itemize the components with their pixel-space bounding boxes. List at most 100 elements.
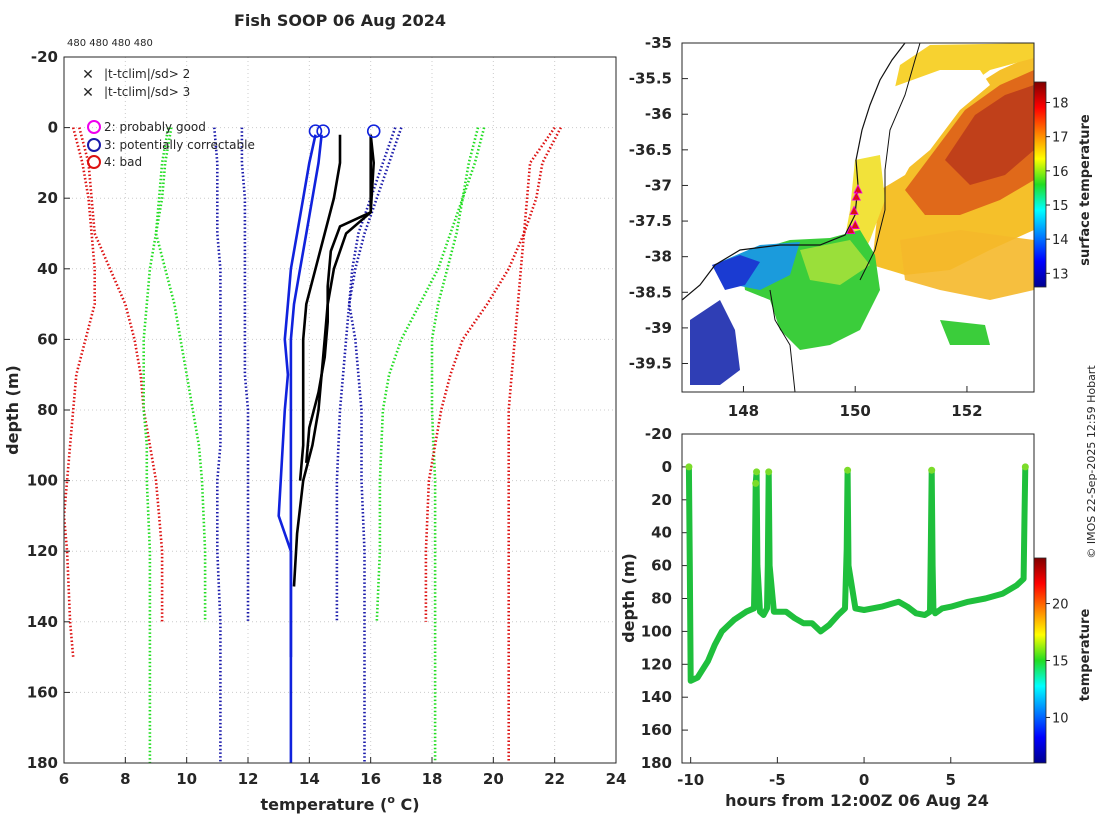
profile-legend: ✕ |t-tclim|/sd> 2 ✕ |t-tclim|/sd> 3 2: p… — [82, 67, 255, 169]
ts-surface-point — [753, 468, 761, 476]
profile-xtick-label: 20 — [483, 770, 504, 788]
profile-ytick-label: 180 — [27, 754, 58, 772]
map-track-point — [850, 219, 860, 230]
ts-surface-point — [752, 479, 760, 487]
profile-xtick-label: 14 — [299, 770, 320, 788]
ts-ytick-label: -20 — [645, 425, 672, 443]
map-colorbar-tick-label: 17 — [1052, 131, 1069, 146]
map-coastline — [682, 43, 906, 301]
clim-green-left — [142, 127, 173, 763]
profile-xtick-label: 16 — [360, 770, 381, 788]
map-track-point — [849, 205, 859, 215]
map-sst-field — [682, 43, 1034, 392]
clim-red-right — [424, 126, 562, 622]
map-hottest-core — [945, 85, 1034, 185]
profile-ytick-label: 40 — [37, 260, 58, 278]
ts-colorbar — [1033, 557, 1047, 764]
clim-blue-left — [213, 127, 222, 763]
profile-xtick-label: 6 — [59, 770, 69, 788]
ts-depth-track — [685, 463, 1029, 684]
clim-red-right2 — [507, 126, 556, 763]
ts-ytick-label: 120 — [641, 655, 672, 673]
profile-xtick-label: 10 — [176, 770, 197, 788]
ts-ytick-label: 60 — [651, 557, 672, 575]
map-xtick-label: 150 — [840, 402, 871, 420]
profile-blue-2 — [277, 134, 317, 658]
ts-xtick-label: -10 — [677, 771, 704, 789]
map-yellowgreen-patch — [800, 240, 870, 285]
map-ytick-label: -36 — [645, 105, 672, 123]
map-xtick-label: 152 — [951, 402, 982, 420]
profile-ytick-label: 120 — [27, 542, 58, 560]
profile-xtick-label: 24 — [606, 770, 627, 788]
credit-text: © IMOS 22-Sep-2025 12:59 Hobart — [1085, 365, 1098, 559]
map-track-point — [853, 184, 863, 194]
map-ytick-label: -38 — [645, 248, 672, 266]
legend-flag2-marker — [87, 120, 101, 134]
ts-surface-point — [765, 468, 773, 476]
map-east-green — [940, 320, 990, 345]
profile-xlabel-sup: o — [387, 793, 395, 806]
profile-ytick-label: 160 — [27, 683, 58, 701]
flag-circle-3 — [366, 124, 381, 138]
ts-ytick-label: 180 — [641, 754, 672, 772]
ts-surface-point — [844, 466, 852, 474]
ts-colorbar-label: temperature — [1078, 609, 1093, 702]
legend-flag4-label: 4: bad — [104, 155, 142, 169]
profile-ytick-label: 140 — [27, 613, 58, 631]
map-colorbar-tick-label: 15 — [1052, 199, 1069, 214]
map-colorbar-tick-label: 18 — [1052, 97, 1069, 112]
profile-xlabel-main: temperature ( — [260, 795, 387, 814]
map-ytick-label: -36.5 — [629, 141, 672, 159]
ts-xtick-label: 0 — [859, 771, 869, 789]
counts-label: 480 480 480 480 — [67, 38, 153, 49]
profile-xtick-label: 8 — [120, 770, 130, 788]
map-colorbar-tick-label: 13 — [1052, 267, 1069, 282]
figure-title: Fish SOOP 06 Aug 2024 — [234, 11, 446, 30]
map-track-point — [846, 224, 856, 235]
flag-circle-1 — [308, 124, 323, 138]
ts-ytick-label: 40 — [651, 524, 672, 542]
legend-flag3-label: 3: potentially correctable — [104, 138, 255, 152]
map-bathymetry-west — [769, 289, 796, 392]
map-colorbar-ticks: 13 14 15 16 17 18 — [1046, 97, 1069, 282]
map-deep-cold-patches — [690, 300, 740, 385]
profile-climatology-lines — [64, 126, 562, 763]
legend-flag4-marker — [87, 155, 101, 169]
map-cold-water — [712, 255, 760, 290]
ts-ytick-label: 100 — [641, 622, 672, 640]
profile-xlabel-end: C) — [395, 795, 420, 814]
clim-blue-right2 — [347, 127, 397, 763]
profile-black-2 — [305, 134, 376, 464]
profile-ytick-label: 80 — [37, 401, 58, 419]
profile-ytick-label: 0 — [48, 119, 58, 137]
profile-blue-1 — [289, 134, 323, 763]
ts-surface-point — [685, 463, 693, 471]
map-cloud-gap — [885, 70, 990, 175]
ts-surface-point — [1021, 463, 1029, 471]
ts-ytick-label: 0 — [662, 458, 672, 476]
clim-green-right2 — [430, 127, 480, 763]
profile-xtick-label: 12 — [238, 770, 259, 788]
ts-track — [685, 463, 1029, 684]
map-ytick-label: -35.5 — [629, 70, 672, 88]
ts-xlabel: hours from 12:00Z 06 Aug 24 — [725, 791, 989, 810]
ts-colorbar-tick-label: 15 — [1052, 655, 1069, 670]
ts-ytick-label: 20 — [651, 491, 672, 509]
ts-colorbar-tick-label: 10 — [1052, 711, 1069, 726]
ts-xtick-label: 5 — [946, 771, 956, 789]
ts-ytick-label: 80 — [651, 590, 672, 608]
map-ytick-label: -39.5 — [629, 355, 672, 373]
map-ytick-label: -37.5 — [629, 212, 672, 230]
legend-flag2-label: 2: probably good — [104, 120, 206, 134]
map-track-point — [851, 191, 861, 201]
profile-xtick-label: 18 — [422, 770, 443, 788]
profile-ytick-label: 20 — [37, 189, 58, 207]
flag-circle-2 — [316, 124, 330, 138]
ts-ytick-label: 160 — [641, 721, 672, 739]
profile-black-3 — [292, 134, 373, 587]
ts-surface-point — [928, 466, 936, 474]
profile-black-1 — [298, 134, 342, 481]
profile-xlabel: temperature (o C) — [260, 793, 419, 814]
